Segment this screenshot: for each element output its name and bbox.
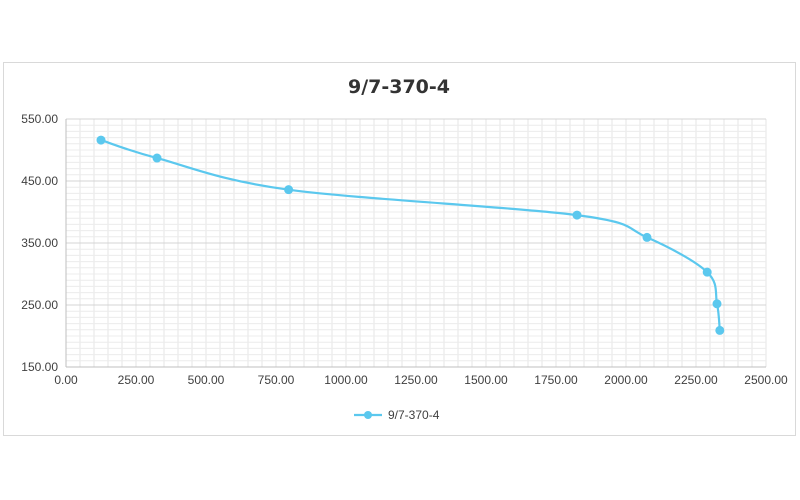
data-point (642, 232, 652, 242)
legend: 9/7-370-4 (354, 408, 440, 422)
data-point (712, 299, 722, 309)
x-tick-label: 500.00 (188, 373, 225, 387)
series-layer (96, 135, 725, 335)
x-tick-label: 1000.00 (324, 373, 368, 387)
data-point (152, 153, 162, 163)
x-tick-label: 1500.00 (464, 373, 508, 387)
y-tick-label: 150.00 (21, 360, 58, 374)
y-tick-label: 350.00 (21, 236, 58, 250)
x-tick-label: 2500.00 (744, 373, 788, 387)
x-tick-label: 0.00 (54, 373, 78, 387)
data-point (284, 185, 294, 195)
grid (65, 118, 767, 368)
x-tick-label: 2250.00 (674, 373, 718, 387)
x-tick-label: 250.00 (118, 373, 155, 387)
chart-title: 9/7-370-4 (348, 76, 450, 98)
data-point (96, 135, 106, 145)
x-tick-label: 1750.00 (534, 373, 578, 387)
data-point (715, 325, 725, 335)
y-tick-label: 250.00 (21, 298, 58, 312)
x-tick-label: 1250.00 (394, 373, 438, 387)
axes: 0.00 250.00 500.00 750.00 1000.00 1250.00 1500… (21, 112, 788, 387)
x-tick-label: 2000.00 (604, 373, 648, 387)
legend-marker (364, 411, 372, 419)
data-point (572, 210, 582, 220)
x-tick-label: 750.00 (258, 373, 295, 387)
legend-label: 9/7-370-4 (388, 408, 440, 422)
y-tick-label: 450.00 (21, 174, 58, 188)
y-tick-label: 550.00 (21, 112, 58, 126)
data-point (702, 267, 712, 277)
